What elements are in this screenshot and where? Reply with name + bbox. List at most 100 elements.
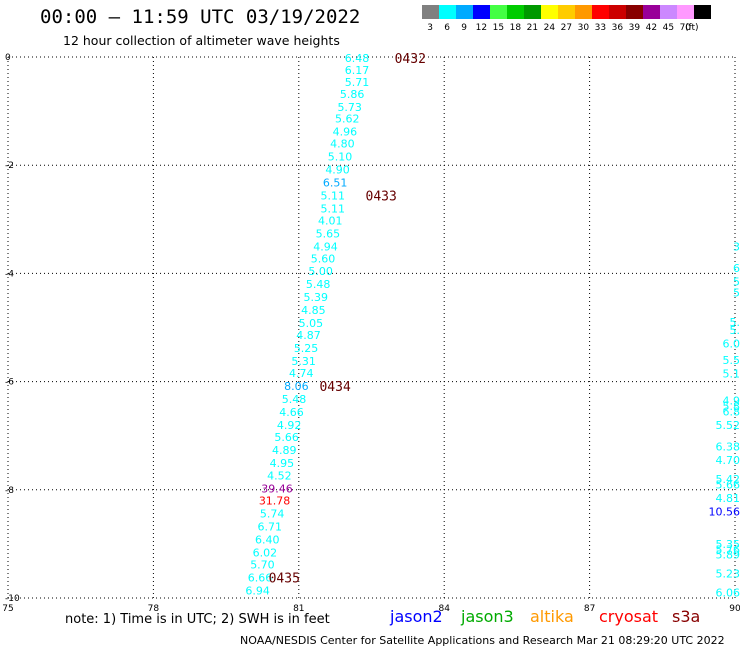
wave-height-value: 6.94 [245, 584, 270, 597]
wave-height-value: 5.42 [716, 473, 740, 486]
pass-time-label: 0433 [366, 189, 397, 204]
lat-tick-label: -2 [5, 161, 14, 171]
wave-height-value: 10.56 [709, 505, 740, 518]
wave-height-value: 4.80 [330, 138, 355, 151]
wave-height-value: 6.17 [345, 64, 370, 77]
wave-height-value: 6.66 [248, 571, 273, 584]
legend-swatch [541, 5, 558, 19]
legend-label: 15 [492, 23, 505, 33]
legend-label: 42 [645, 23, 658, 33]
wave-height-value: 5.39 [304, 291, 329, 304]
wave-height-value: 5.11 [320, 189, 345, 202]
legend-unit: (ft) [685, 23, 699, 33]
legend-swatch [524, 5, 541, 19]
wave-height-value: 4.90 [325, 164, 350, 177]
wave-height-value: 4.87 [296, 329, 321, 342]
wave-height-value: 6.38 [716, 441, 740, 454]
wave-height-value: 5.05 [299, 317, 324, 330]
legend-swatch [660, 5, 677, 19]
wave-height-value: 4.52 [267, 470, 292, 483]
legend-swatch [575, 5, 592, 19]
legend-swatch [507, 5, 524, 19]
wave-height-value: 4.94 [313, 240, 338, 253]
wave-height-value: 6.71 [257, 521, 282, 534]
wave-height-value: 5.1 [723, 367, 740, 380]
legend-swatch [643, 5, 660, 19]
pass-time-label: 0435 [269, 571, 300, 586]
wave-height-value: 5.52 [716, 419, 740, 432]
wave-height-value: 6.51 [323, 177, 348, 190]
wave-height-value: 5.23 [716, 568, 740, 581]
legend-label: 21 [526, 23, 539, 33]
wave-height-value: 5.86 [340, 88, 365, 101]
legend-label: 9 [461, 23, 468, 33]
wave-height-value: 4.96 [333, 126, 358, 139]
wave-height-value: 3 [733, 240, 740, 253]
legend-label: 70 [679, 23, 692, 33]
wave-height-value: 5. [730, 324, 740, 337]
wave-height-value: 4.81 [716, 492, 740, 505]
wave-height-value: 5.35 [716, 538, 740, 551]
legend-swatch [473, 5, 490, 19]
footer-note: note: 1) Time is in UTC; 2) SWH is in fe… [65, 612, 330, 627]
legend-label: 27 [560, 23, 573, 33]
wave-height-value: 5.73 [337, 101, 362, 114]
legend-swatch [456, 5, 473, 19]
page-subtitle: 12 hour collection of altimeter wave hei… [63, 33, 340, 48]
satellite-label: cryosat [599, 607, 659, 626]
wave-height-value: 5.00 [308, 265, 333, 278]
wave-height-value: 8.06 [284, 380, 309, 393]
wave-height-value: 5.10 [328, 151, 353, 164]
lat-tick-label: -10 [5, 594, 20, 604]
wave-height-value: 5.62 [335, 113, 360, 126]
wave-height-value: 6.02 [253, 547, 278, 560]
wave-height-value: 6.48 [345, 52, 370, 65]
legend-label: 18 [509, 23, 522, 33]
lon-tick-label: 84 [438, 604, 450, 614]
wave-height-value: 4.92 [277, 419, 302, 432]
wave-height-value: 5.5 [723, 354, 740, 367]
lon-tick-label: 87 [584, 604, 595, 614]
legend-swatch [558, 5, 575, 19]
page-title: 00:00 – 11:59 UTC 03/19/2022 [40, 6, 361, 28]
wave-height-value: 5.11 [320, 202, 345, 215]
wave-height-value: 5.25 [294, 342, 319, 355]
legend-label: 36 [611, 23, 624, 33]
legend-swatch [694, 5, 711, 19]
wave-height-value: 5.89 [716, 549, 740, 562]
wave-height-value: 4.9 [723, 395, 740, 408]
legend-swatch [609, 5, 626, 19]
lon-tick-label: 90 [729, 604, 740, 614]
pass-time-label: 0434 [319, 380, 350, 395]
wave-height-value: 5.60 [311, 252, 336, 265]
legend-label: 30 [577, 23, 590, 33]
wave-height-value: 6.06 [716, 587, 740, 600]
wave-height-value: 4.01 [318, 214, 343, 227]
wave-height-value: 6 [733, 262, 740, 275]
lon-tick-label: 75 [2, 604, 13, 614]
wave-height-value: 5.48 [306, 278, 331, 291]
wave-height-value: 4.66 [279, 406, 304, 419]
wave-height-value: 5.66 [716, 478, 740, 491]
legend-label: 24 [543, 23, 556, 33]
credit-line: NOAA/NESDIS Center for Satellite Applica… [240, 634, 725, 647]
legend-label: 3 [427, 23, 434, 33]
wave-height-value: 4.85 [301, 304, 326, 317]
satellite-label: s3a [672, 607, 701, 626]
satellite-label: jason3 [461, 607, 514, 626]
satellite-label: jason2 [390, 607, 443, 626]
legend-label: 45 [662, 23, 675, 33]
lat-tick-label: 0 [5, 53, 11, 63]
lat-tick-label: -6 [5, 378, 14, 388]
wave-height-value: 5.31 [291, 355, 316, 368]
pass-time-label: 0432 [395, 52, 426, 67]
legend-swatch [439, 5, 456, 19]
satellite-label: altika [530, 607, 574, 626]
wave-height-value: 5.74 [260, 508, 285, 521]
wave-height-value: 5.65 [316, 227, 341, 240]
legend-label: 39 [628, 23, 641, 33]
wave-height-value: 5.8 [723, 400, 740, 413]
lat-tick-label: -4 [5, 269, 14, 279]
wave-height-value: 5 [733, 286, 740, 299]
